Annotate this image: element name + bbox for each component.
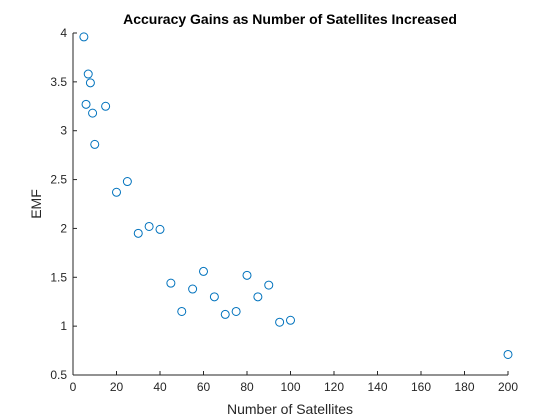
data-point [155,224,165,234]
y-tick-label: 1.5 [50,270,67,284]
data-point [81,99,91,109]
y-tick-label: 2.5 [50,173,67,187]
x-axis-ticks: 0 20 40 60 80 100 120 140 160 180 200 [70,371,518,394]
y-axis-ticks: 0.5 1 1.5 2 2.5 3 3.5 4 [50,26,77,382]
data-point [122,177,132,187]
data-point [209,292,219,302]
data-point [166,278,176,288]
y-tick-label: 1 [60,319,67,333]
x-tick-label: 40 [153,380,167,394]
data-point [85,78,95,88]
data-point [112,187,121,197]
data-point [144,221,154,231]
data-point [90,139,100,149]
data-point [253,292,263,302]
x-tick-label: 120 [324,380,344,394]
data-point [220,309,230,319]
data-points [79,32,513,359]
data-point [199,266,208,276]
data-point [264,280,274,290]
x-tick-label: 200 [498,380,518,394]
chart-title: Accuracy Gains as Number of Satellites I… [123,11,457,27]
y-tick-label: 0.5 [50,368,67,382]
x-axis-label: Number of Satellites [227,401,353,417]
x-tick-label: 140 [367,380,387,394]
x-tick-label: 160 [411,380,431,394]
x-tick-label: 100 [280,380,300,394]
data-point [503,349,513,359]
data-point [88,108,98,118]
plot-area: 0 20 40 60 80 100 120 140 160 180 200 0.5 1 1.5 2 2.5 3… [50,26,518,394]
data-point [231,306,241,316]
data-point [286,315,295,325]
data-point [79,32,89,42]
data-point [275,317,285,327]
y-tick-label: 2 [60,221,67,235]
data-point [188,284,198,294]
data-point [133,228,143,238]
y-tick-label: 4 [60,26,67,40]
y-tick-label: 3 [60,124,67,138]
y-axis-label: EMF [28,189,44,219]
x-tick-label: 20 [110,380,124,394]
data-point [242,270,252,280]
data-point [83,69,93,79]
x-tick-label: 180 [454,380,474,394]
x-tick-label: 0 [70,380,77,394]
y-tick-label: 3.5 [50,75,67,89]
data-point [101,101,111,111]
data-point [177,306,187,316]
x-tick-label: 80 [240,380,254,394]
x-tick-label: 60 [197,380,211,394]
